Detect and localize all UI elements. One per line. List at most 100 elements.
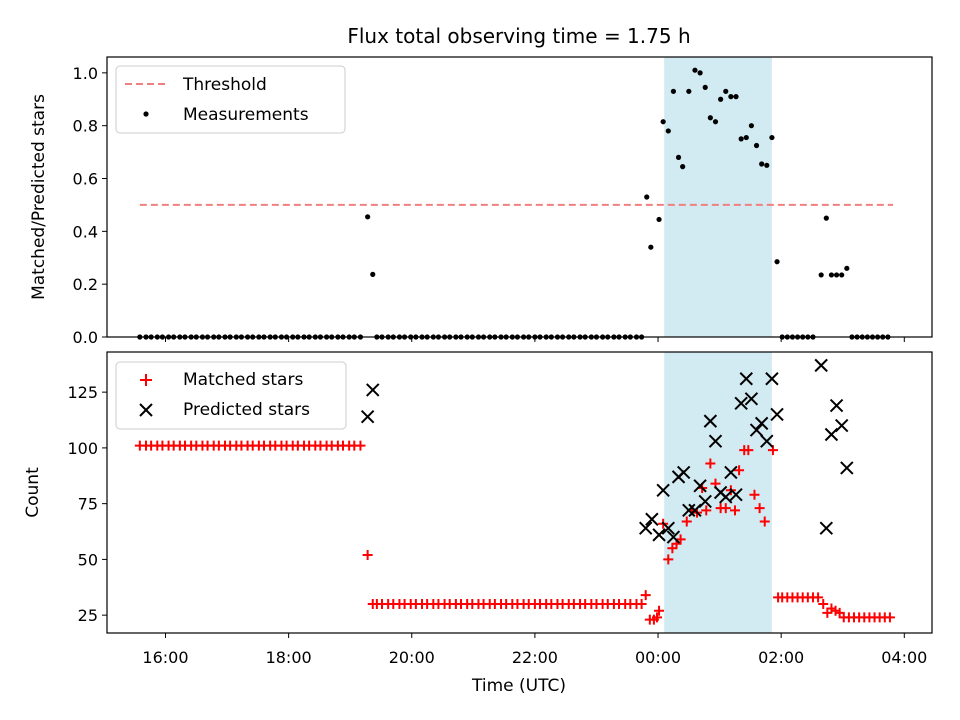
matched-star-point bbox=[675, 534, 686, 545]
matched-star-point bbox=[884, 612, 895, 623]
predicted-star-point bbox=[729, 488, 743, 502]
predicted-star-point bbox=[760, 434, 774, 448]
measurement-point bbox=[697, 70, 703, 76]
measurement-point bbox=[718, 96, 724, 102]
x-tick-label: 00:00 bbox=[635, 648, 681, 667]
measurement-point bbox=[656, 216, 662, 223]
matched-star-point bbox=[362, 549, 373, 560]
legend-predicted-label: Predicted stars bbox=[183, 400, 310, 420]
predicted-star-point bbox=[639, 521, 653, 535]
matched-star-point bbox=[729, 505, 740, 516]
measurement-point bbox=[828, 272, 835, 278]
predicted-star-point bbox=[360, 409, 375, 424]
bottom-axes-frame bbox=[106, 351, 933, 634]
measurement-point bbox=[748, 123, 755, 129]
predicted-star-point bbox=[652, 528, 666, 542]
top-shaded-region bbox=[664, 57, 772, 337]
matched-star-point bbox=[355, 440, 366, 451]
predicted-star-point bbox=[703, 414, 718, 428]
predicted-star-point bbox=[693, 479, 707, 493]
bottom-axes: 25 50 75 100 125 16:00 18:00 20:00 22:00 00:00 02:… bbox=[23, 351, 933, 696]
y-tick-label: 0.0 bbox=[73, 328, 98, 347]
measurement-point bbox=[644, 194, 650, 200]
measurement-point bbox=[680, 164, 686, 170]
predicted-star-point bbox=[770, 407, 784, 422]
matched-star-point bbox=[818, 599, 829, 610]
legend-measurements-label: Measurements bbox=[183, 105, 309, 125]
bottom-axis-ticks: 25 50 75 100 125 16:00 18:00 20:00 22:00 00:00 02:… bbox=[67, 383, 927, 667]
matched-star-point bbox=[743, 445, 754, 456]
matched-star-point bbox=[636, 599, 647, 610]
predicted-star-point bbox=[676, 465, 691, 480]
y-tick-label: 0.8 bbox=[73, 117, 98, 136]
y-tick-label: 25 bbox=[78, 606, 98, 625]
bottom-y-axis-label: Count bbox=[23, 467, 43, 518]
predicted-star-point bbox=[682, 503, 696, 518]
predicted-star-point bbox=[814, 358, 828, 373]
measurement-point bbox=[753, 142, 760, 149]
legend-matched-label: Matched stars bbox=[183, 370, 303, 390]
predicted-star-point bbox=[698, 494, 712, 509]
matched-star-point bbox=[654, 605, 665, 616]
legend-predicted-swatch bbox=[139, 403, 153, 417]
predicted-star-point bbox=[829, 398, 844, 413]
measurement-point bbox=[370, 271, 376, 277]
predicted-star-point bbox=[739, 372, 753, 386]
measurement-point bbox=[823, 215, 829, 221]
measurement-point bbox=[738, 136, 744, 142]
predicted-star-point bbox=[840, 461, 854, 475]
measurement-point bbox=[728, 94, 734, 100]
bottom-legend-box bbox=[115, 361, 347, 430]
predicted-star-point bbox=[661, 521, 675, 535]
matched-star-point bbox=[701, 505, 712, 516]
matched-star-point bbox=[652, 612, 662, 623]
predicted-star-point bbox=[656, 483, 670, 497]
top-legend: Threshold Measurements bbox=[115, 65, 346, 134]
matched-star-point bbox=[720, 503, 731, 514]
measurement-point bbox=[692, 67, 698, 73]
measurement-point bbox=[712, 119, 719, 125]
top-axis-ticks: 0.0 0.2 0.4 0.6 0.8 1.0 bbox=[73, 64, 905, 347]
measurement-point bbox=[774, 259, 780, 265]
measurement-point bbox=[769, 134, 775, 141]
y-tick-label: 50 bbox=[78, 550, 98, 569]
measurement-point bbox=[707, 115, 713, 121]
chart-title: Flux total observing time = 1.75 h bbox=[347, 24, 690, 48]
bottom-marks bbox=[134, 358, 895, 625]
top-legend-box bbox=[115, 65, 346, 134]
x-tick-label: 02:00 bbox=[758, 648, 804, 667]
predicted-star-point bbox=[724, 465, 738, 480]
y-tick-label: 100 bbox=[67, 439, 98, 458]
measurement-point bbox=[833, 272, 840, 278]
measurement-point bbox=[844, 265, 850, 271]
measurement-point bbox=[764, 162, 770, 168]
measurement-point bbox=[702, 84, 708, 90]
measurement-point bbox=[648, 244, 654, 250]
y-tick-label: 1.0 bbox=[73, 64, 98, 83]
predicted-star-point bbox=[366, 383, 380, 397]
x-tick-label: 04:00 bbox=[881, 648, 927, 667]
top-axes-frame bbox=[106, 56, 933, 338]
y-tick-label: 0.2 bbox=[73, 275, 98, 294]
predicted-star-point bbox=[708, 434, 723, 448]
predicted-star-point bbox=[645, 512, 659, 526]
measurement-point bbox=[723, 88, 729, 94]
x-tick-label: 20:00 bbox=[389, 648, 435, 667]
matched-star-point bbox=[759, 516, 770, 527]
matched-star-point bbox=[813, 592, 824, 603]
measurement-point bbox=[675, 154, 682, 160]
x-tick-label: 22:00 bbox=[512, 648, 558, 667]
y-tick-label: 125 bbox=[67, 383, 98, 402]
predicted-star-point bbox=[744, 392, 759, 406]
matched-star-point bbox=[640, 590, 651, 601]
measurement-point bbox=[733, 94, 739, 100]
matched-star-point bbox=[663, 554, 674, 565]
measurement-point bbox=[686, 88, 692, 94]
matched-star-point bbox=[754, 503, 765, 514]
legend-matched-swatch bbox=[140, 374, 152, 386]
top-axes: 0.0 0.2 0.4 0.6 0.8 1.0 Matched/Predicted sta… bbox=[29, 56, 933, 347]
predicted-star-point bbox=[765, 372, 779, 386]
x-axis-label: Time (UTC) bbox=[471, 676, 566, 696]
top-y-axis-label: Matched/Predicted stars bbox=[29, 94, 49, 300]
predicted-star-point bbox=[754, 416, 769, 431]
